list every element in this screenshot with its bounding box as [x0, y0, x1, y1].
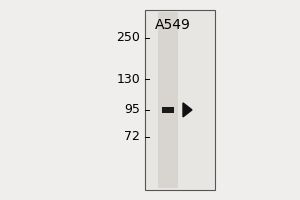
Text: 95: 95 [124, 103, 140, 116]
Bar [162, 107, 174, 113]
Bar [145, 10, 215, 190]
Text: 250: 250 [116, 31, 140, 44]
Text: A549: A549 [155, 18, 191, 32]
Bar [158, 12, 178, 188]
Polygon shape [183, 103, 192, 117]
Text: 72: 72 [124, 130, 140, 143]
Text: 130: 130 [116, 73, 140, 86]
